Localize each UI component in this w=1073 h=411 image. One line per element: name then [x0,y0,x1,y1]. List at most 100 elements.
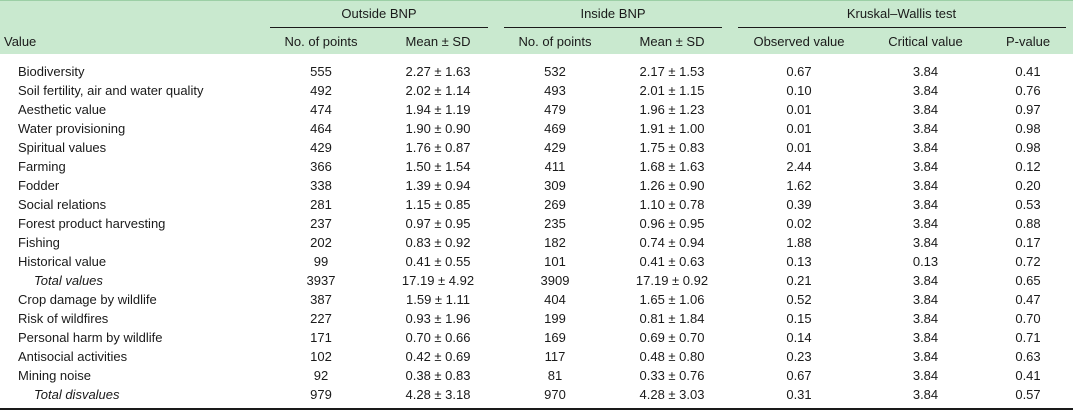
table-row-total: Total values 3937 17.19 ± 4.92 3909 17.19 ± … [0,271,1073,290]
cell-in-mean: 1.68 ± 1.63 [639,159,705,174]
row-label: Antisocial activities [18,349,128,364]
cell-out-mean: 0.41 ± 0.55 [405,254,471,269]
table-row: Soil fertility, air and water quality 492… [0,81,1073,100]
cell-observed: 0.01 [786,140,812,155]
cell-in-mean: 0.69 ± 0.70 [639,330,705,345]
cell-in-points: 269 [544,197,566,212]
cell-out-mean: 0.38 ± 0.83 [405,368,471,383]
cell-critical: 3.84 [912,159,939,174]
cell-in-mean: 1.75 ± 0.83 [639,140,705,155]
cell-out-points: 979 [310,387,332,402]
row-label: Personal harm by wildlife [18,330,163,345]
table-row: Crop damage by wildlife 387 1.59 ± 1.11 404… [0,290,1073,309]
cell-observed: 0.01 [786,121,812,136]
cell-in-mean: 1.26 ± 0.90 [639,178,705,193]
cell-observed: 0.31 [786,387,812,402]
cell-out-points: 92 [313,368,329,383]
table-row: Mining noise 92 0.38 ± 0.83 81 0.33 ± 0.76 0.… [0,366,1073,385]
table-row: Social relations 281 1.15 ± 0.85 269 1.10 ± … [0,195,1073,214]
cell-p: 0.97 [1015,102,1041,117]
cell-in-points: 404 [544,292,566,307]
cell-critical: 3.84 [912,387,939,402]
cell-in-mean: 1.96 ± 1.23 [639,102,705,117]
cell-in-mean: 0.74 ± 0.94 [639,235,705,250]
group-kruskal-wallis: Kruskal–Wallis test [730,0,1073,33]
col-out-points: No. of points [284,34,358,49]
row-label: Soil fertility, air and water quality [18,83,204,98]
cell-out-mean: 1.50 ± 1.54 [405,159,471,174]
row-label: Social relations [18,197,107,212]
table-row: Farming 366 1.50 ± 1.54 411 1.68 ± 1.63 2.44 3… [0,157,1073,176]
cell-in-points: 469 [544,121,566,136]
cell-observed: 0.67 [786,368,812,383]
cell-in-mean: 4.28 ± 3.03 [639,387,705,402]
cell-in-points: 199 [544,311,566,326]
cell-in-mean: 1.65 ± 1.06 [639,292,705,307]
cell-out-mean: 2.27 ± 1.63 [405,64,471,79]
table-row: Fodder 338 1.39 ± 0.94 309 1.26 ± 0.90 1.62 3.… [0,176,1073,195]
table-row: Water provisioning 464 1.90 ± 0.90 469 1.91 … [0,119,1073,138]
cell-in-points: 309 [544,178,566,193]
cell-in-points: 493 [544,83,566,98]
cell-out-points: 102 [310,349,332,364]
cell-out-mean: 0.97 ± 0.95 [405,216,471,231]
table-row: Aesthetic value 474 1.94 ± 1.19 479 1.96 ± 1… [0,100,1073,119]
bottom-rule [0,408,1073,410]
table-header: Outside BNP Inside BNP Kruskal–Wallis te… [0,0,1073,54]
cell-out-mean: 1.59 ± 1.11 [406,292,470,307]
cell-critical: 3.84 [912,311,939,326]
cell-out-points: 237 [310,216,332,231]
row-label: Biodiversity [18,64,85,79]
cell-observed: 0.13 [786,254,812,269]
cell-out-points: 555 [310,64,332,79]
row-label: Aesthetic value [18,102,107,117]
cell-p: 0.17 [1015,235,1041,250]
cell-out-mean: 17.19 ± 4.92 [401,273,475,288]
table-row: Spiritual values 429 1.76 ± 0.87 429 1.75 ± … [0,138,1073,157]
col-p-value: P-value [1005,34,1051,49]
cell-critical: 3.84 [912,235,939,250]
row-label: Mining noise [18,368,91,383]
cell-out-mean: 0.83 ± 0.92 [405,235,471,250]
table-row: Fishing 202 0.83 ± 0.92 182 0.74 ± 0.94 1.88 3… [0,233,1073,252]
table-body: Biodiversity 555 2.27 ± 1.63 532 2.17 ± 1.53… [0,54,1073,404]
cell-p: 0.88 [1015,216,1041,231]
cell-out-points: 202 [310,235,332,250]
cell-observed: 0.02 [786,216,812,231]
row-label: Total values [34,273,103,288]
table-row: Risk of wildfires 227 0.93 ± 1.96 199 0.81 ±… [0,309,1073,328]
table-row: Forest product harvesting 237 0.97 ± 0.95 2… [0,214,1073,233]
cell-in-points: 411 [544,159,566,174]
cell-critical: 3.84 [912,140,939,155]
cell-observed: 1.62 [786,178,812,193]
cell-p: 0.41 [1015,64,1041,79]
cell-p: 0.76 [1015,83,1041,98]
cell-critical: 3.84 [912,102,939,117]
cell-critical: 3.84 [912,330,939,345]
cell-p: 0.41 [1015,368,1041,383]
cell-observed: 2.44 [786,159,812,174]
cell-in-points: 532 [544,64,566,79]
cell-critical: 3.84 [912,216,939,231]
cell-in-points: 117 [544,349,566,364]
cell-out-mean: 1.15 ± 0.85 [405,197,471,212]
row-label: Fodder [18,178,60,193]
row-label: Crop damage by wildlife [18,292,157,307]
group-outside-bnp: Outside BNP [262,0,496,33]
row-label: Forest product harvesting [18,216,166,231]
table-row: Antisocial activities 102 0.42 ± 0.69 117 0.… [0,347,1073,366]
cell-out-points: 492 [310,83,332,98]
cell-out-points: 366 [310,159,332,174]
cell-observed: 0.39 [786,197,812,212]
cell-in-points: 81 [547,368,563,383]
cell-observed: 0.14 [786,330,812,345]
cell-in-points: 429 [544,140,566,155]
header-group-row: Outside BNP Inside BNP Kruskal–Wallis te… [0,0,1073,33]
cell-p: 0.63 [1015,349,1041,364]
row-label: Fishing [18,235,60,250]
cell-out-mean: 0.70 ± 0.66 [405,330,471,345]
cell-out-points: 338 [310,178,332,193]
cell-p: 0.12 [1015,159,1041,174]
col-in-mean: Mean ± SD [639,34,705,49]
row-label: Water provisioning [18,121,126,136]
